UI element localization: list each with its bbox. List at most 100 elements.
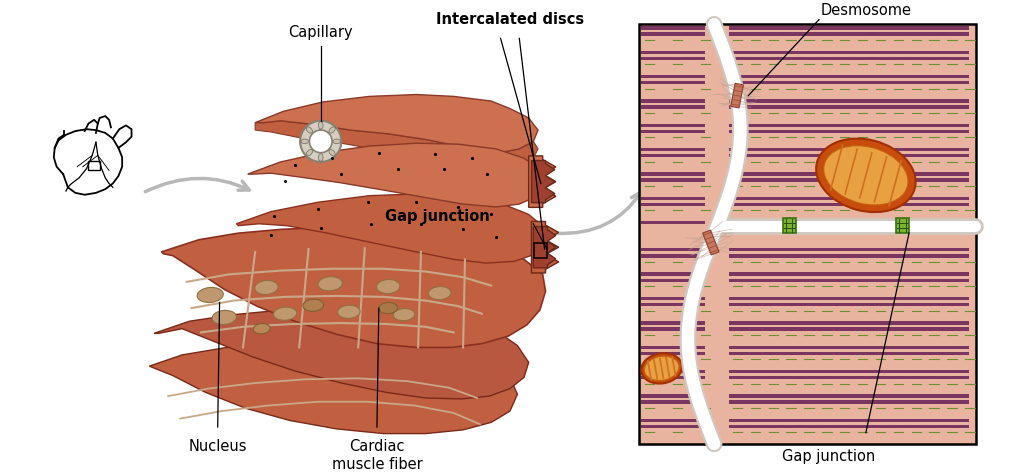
Bar — [641, 32, 704, 36]
Bar — [641, 221, 704, 224]
Polygon shape — [154, 308, 528, 399]
Bar — [641, 105, 704, 109]
Bar — [641, 172, 704, 176]
Bar — [534, 242, 548, 258]
Bar — [729, 400, 969, 404]
Polygon shape — [256, 121, 539, 168]
Bar — [729, 26, 969, 30]
Bar — [729, 32, 969, 36]
Bar — [641, 346, 704, 349]
Bar — [641, 154, 704, 158]
Ellipse shape — [253, 324, 270, 334]
Bar — [729, 105, 969, 109]
Bar — [729, 178, 969, 182]
Bar — [729, 124, 969, 127]
Ellipse shape — [644, 356, 679, 380]
Bar — [89, 161, 100, 170]
Text: Desmosome: Desmosome — [821, 3, 912, 18]
Circle shape — [300, 121, 341, 162]
Ellipse shape — [377, 279, 400, 294]
Bar — [641, 425, 704, 428]
Bar — [729, 99, 969, 102]
Polygon shape — [731, 83, 743, 108]
Bar — [729, 352, 969, 355]
Bar — [896, 218, 909, 233]
Bar — [729, 272, 969, 276]
Bar — [641, 297, 704, 300]
Ellipse shape — [212, 310, 236, 325]
Bar — [641, 370, 704, 373]
Bar — [641, 394, 704, 397]
Polygon shape — [247, 143, 546, 207]
Bar — [641, 124, 704, 127]
Ellipse shape — [333, 139, 341, 144]
Bar — [729, 425, 969, 428]
Bar — [729, 203, 969, 206]
Bar — [641, 327, 704, 331]
Bar — [641, 197, 704, 200]
Ellipse shape — [329, 127, 335, 133]
Bar — [641, 303, 704, 306]
Bar — [639, 24, 976, 444]
Polygon shape — [531, 221, 559, 273]
Text: Intercalated discs: Intercalated discs — [436, 12, 584, 27]
Ellipse shape — [429, 287, 451, 300]
Bar — [641, 254, 704, 258]
Bar — [729, 278, 969, 282]
Polygon shape — [150, 340, 517, 434]
Bar — [729, 172, 969, 176]
Bar — [729, 346, 969, 349]
Ellipse shape — [816, 139, 915, 212]
Bar — [641, 26, 704, 30]
Bar — [729, 197, 969, 200]
Polygon shape — [528, 156, 556, 208]
Text: Gap junction: Gap junction — [782, 448, 875, 464]
Bar — [641, 178, 704, 182]
Bar — [729, 81, 969, 84]
Bar — [729, 154, 969, 158]
Bar — [729, 418, 969, 422]
Bar — [641, 321, 704, 325]
Bar — [729, 303, 969, 306]
Bar — [641, 203, 704, 206]
Ellipse shape — [319, 121, 323, 129]
Text: Cardiac
muscle fiber: Cardiac muscle fiber — [332, 439, 422, 472]
Polygon shape — [162, 228, 546, 347]
Bar — [641, 400, 704, 404]
Bar — [729, 75, 969, 78]
Polygon shape — [236, 194, 546, 263]
Ellipse shape — [641, 353, 682, 384]
Bar — [729, 254, 969, 258]
Text: Nucleus: Nucleus — [188, 439, 247, 454]
Ellipse shape — [319, 154, 323, 161]
Ellipse shape — [254, 280, 278, 295]
Polygon shape — [702, 230, 719, 255]
Bar — [641, 376, 704, 379]
Bar — [729, 148, 969, 151]
Ellipse shape — [379, 302, 398, 314]
Bar — [729, 129, 969, 133]
Bar — [783, 218, 796, 233]
Ellipse shape — [197, 288, 223, 303]
Bar — [641, 50, 704, 54]
Bar — [729, 327, 969, 331]
Text: Capillary: Capillary — [288, 25, 353, 40]
Ellipse shape — [393, 308, 415, 321]
Bar — [641, 352, 704, 355]
Ellipse shape — [306, 127, 313, 133]
Text: Gap junction: Gap junction — [385, 209, 490, 224]
Bar — [729, 394, 969, 397]
Polygon shape — [531, 160, 555, 203]
Bar — [729, 376, 969, 379]
Bar — [641, 272, 704, 276]
Bar — [641, 418, 704, 422]
Bar — [641, 57, 704, 60]
Bar — [641, 148, 704, 151]
Circle shape — [309, 130, 332, 153]
Ellipse shape — [301, 139, 308, 144]
Bar — [641, 248, 704, 251]
Bar — [641, 75, 704, 78]
Bar — [729, 50, 969, 54]
Ellipse shape — [824, 146, 908, 205]
Ellipse shape — [338, 305, 360, 318]
